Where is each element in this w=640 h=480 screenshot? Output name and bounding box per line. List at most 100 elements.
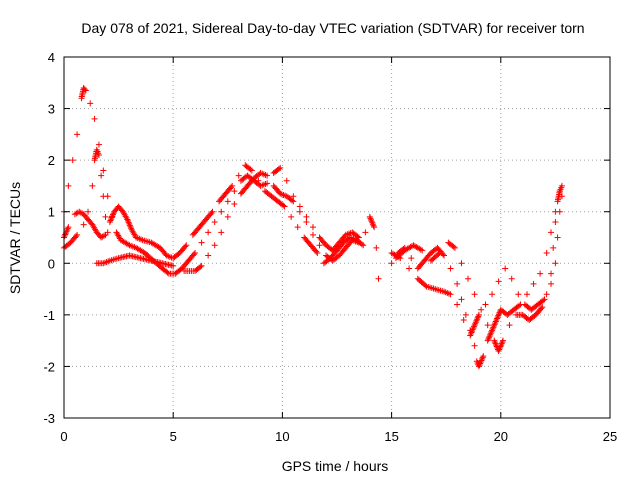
data-point (506, 322, 513, 329)
data-point (496, 345, 503, 352)
data-point (454, 301, 461, 308)
data-point (465, 275, 472, 282)
data-point (469, 326, 476, 333)
data-point (190, 251, 197, 258)
data-point (480, 353, 487, 360)
y-axis-label: SDTVAR / TECUs (7, 182, 23, 294)
data-point (228, 184, 235, 191)
data-point (69, 157, 76, 164)
data-point (554, 234, 561, 241)
data-point (229, 182, 236, 189)
y-tick-label: 4 (48, 50, 55, 65)
data-point (64, 227, 71, 234)
data-point (472, 320, 479, 327)
data-point (540, 297, 547, 304)
data-point (73, 233, 80, 240)
data-point (358, 241, 365, 248)
data-point (368, 218, 375, 225)
data-point (470, 323, 477, 330)
data-point (235, 172, 242, 179)
data-point (89, 182, 96, 189)
y-axis: -3 -2 -1 0 1 2 3 4 (43, 50, 610, 426)
chart-title: Day 078 of 2021, Sidereal Day-to-day VTE… (81, 20, 584, 36)
data-point (477, 360, 484, 367)
data-point (211, 219, 218, 226)
data-point (541, 296, 548, 303)
data-point (370, 222, 377, 229)
data-point (369, 221, 376, 228)
data-point (367, 215, 374, 222)
data-point (87, 100, 94, 107)
data-point (303, 219, 310, 226)
data-point (447, 291, 454, 298)
data-point (490, 322, 497, 329)
data-point (556, 188, 563, 195)
data-point (205, 229, 212, 236)
data-point (277, 164, 284, 171)
data-point (65, 224, 72, 231)
data-point (209, 208, 216, 215)
y-tick-label: -1 (43, 308, 55, 323)
x-tick-label: 15 (384, 429, 398, 444)
data-point (524, 291, 531, 298)
data-point (417, 246, 424, 253)
data-point (492, 340, 499, 347)
data-point (309, 231, 316, 238)
data-point (499, 337, 506, 344)
x-tick-label: 25 (603, 429, 617, 444)
data-point (126, 220, 133, 227)
data-point (530, 280, 537, 287)
data-point (264, 172, 271, 179)
data-point (283, 177, 290, 184)
data-point (183, 242, 190, 249)
data-point (447, 265, 454, 272)
data-marks (61, 84, 565, 370)
data-point (436, 249, 443, 256)
x-axis-label: GPS time / hours (282, 458, 389, 474)
data-point (164, 269, 171, 276)
data-point (231, 188, 238, 195)
data-point (482, 301, 489, 308)
data-point (491, 339, 498, 346)
data-point (125, 219, 132, 226)
data-point (290, 193, 297, 200)
data-point (231, 200, 238, 207)
data-point (471, 322, 478, 329)
data-point (495, 347, 502, 354)
data-point (478, 357, 485, 364)
data-point (435, 251, 442, 258)
data-point (408, 255, 415, 262)
data-point (467, 332, 474, 339)
data-point (493, 317, 500, 324)
data-point (491, 321, 498, 328)
x-tick-label: 10 (275, 429, 289, 444)
data-point (497, 343, 504, 350)
data-point (489, 291, 496, 298)
data-point (125, 241, 132, 248)
data-point (354, 233, 361, 240)
data-point (552, 260, 559, 267)
data-point (101, 232, 108, 239)
data-point (473, 317, 480, 324)
data-point (198, 262, 205, 269)
data-point (486, 333, 493, 340)
data-point (471, 291, 478, 298)
data-point (460, 317, 467, 324)
data-point (218, 208, 225, 215)
y-tick-label: 1 (48, 205, 55, 220)
data-point (492, 318, 499, 325)
data-point (484, 337, 491, 344)
data-point (248, 167, 255, 174)
data-point (548, 229, 555, 236)
data-point (558, 182, 565, 189)
data-point (281, 203, 288, 210)
data-point (124, 217, 131, 224)
data-point (218, 229, 225, 236)
data-point (492, 319, 499, 326)
data-point (462, 311, 469, 318)
y-tick-label: -3 (43, 411, 55, 426)
x-tick-label: 5 (170, 429, 177, 444)
data-point (107, 217, 114, 224)
data-point (498, 342, 505, 349)
data-point (494, 314, 501, 321)
